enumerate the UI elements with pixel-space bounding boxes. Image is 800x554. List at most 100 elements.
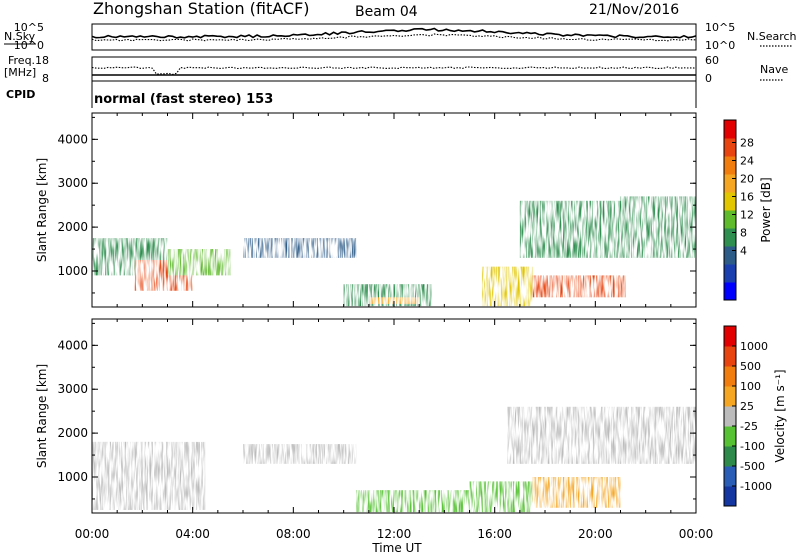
colorbar-tick-label: 24 xyxy=(740,155,754,168)
colorbar-segment xyxy=(724,486,736,507)
nsky-line xyxy=(91,27,697,39)
velocity-patch-5 xyxy=(532,477,621,508)
power-patch-5 xyxy=(368,297,420,304)
velocity-colorbar-label: Velocity [m s⁻¹] xyxy=(773,369,787,462)
time-axis-labels: 00:00 04:00 08:00 12:00 16:00 20:00 00:00 xyxy=(75,527,714,541)
velocity-y-axis: 4000 3000 2000 1000 xyxy=(57,322,696,500)
colorbar-segment xyxy=(724,138,736,157)
colorbar-segment xyxy=(724,210,736,229)
colorbar-segment xyxy=(724,156,736,175)
y-tick-label: 3000 xyxy=(57,382,88,396)
y-tick-label: 2000 xyxy=(57,220,88,234)
nsearch-label: N.Search xyxy=(747,30,797,43)
colorbar-tick-label: 100 xyxy=(740,380,761,393)
velocity-patch-3 xyxy=(356,490,470,513)
x-axis-label: Time UT xyxy=(371,541,422,554)
colorbar-tick-label: -25 xyxy=(740,420,758,433)
colorbar-segment xyxy=(724,326,736,347)
velocity-patch-1 xyxy=(92,441,168,473)
date-label: 21/Nov/2016 xyxy=(589,2,679,18)
colorbar-tick-label: 16 xyxy=(740,191,754,204)
colorbar-tick-label: -500 xyxy=(740,460,765,473)
nsearch-line xyxy=(91,33,696,42)
velocity-patches xyxy=(92,406,696,513)
colorbar-frame xyxy=(723,119,737,301)
colorbar-segment xyxy=(724,120,736,139)
colorbar-segment xyxy=(724,426,736,447)
colorbar-tick-label: 20 xyxy=(740,173,754,186)
power-patch-2 xyxy=(167,249,231,276)
noise-strip: N.Sky 10^5 10^0 10^5 10^0 N.Search xyxy=(4,21,797,52)
power-panel: 4000 3000 2000 1000 Slant Range [km] xyxy=(35,112,697,308)
colorbar-frame xyxy=(723,325,737,507)
nave-tick-high: 60 xyxy=(705,54,719,67)
colorbar-segment xyxy=(724,264,736,283)
freq-tick-high: 18 xyxy=(35,54,49,67)
power-patch-6 xyxy=(482,266,533,307)
colorbar-tick-label: 25 xyxy=(740,400,754,413)
colorbar-segment xyxy=(724,174,736,193)
power-patch-9 xyxy=(620,196,696,258)
colorbar-segment xyxy=(724,446,736,467)
freq-tick-low: 8 xyxy=(42,72,49,85)
velocity-patch-2 xyxy=(243,444,357,464)
colorbar-segment xyxy=(724,386,736,407)
velocity-x-axis xyxy=(91,319,697,513)
nsky-tick-low: 10^0 xyxy=(14,39,44,52)
colorbar-tick-label: 28 xyxy=(740,137,754,150)
colorbar-tick-label: 8 xyxy=(740,227,747,240)
power-colorbar-label: Power [dB] xyxy=(759,177,773,242)
power-patch-7 xyxy=(532,275,626,298)
colorbar-segment xyxy=(724,406,736,427)
freq-unit: [MHz] xyxy=(4,66,36,79)
freq-strip: Freq. [MHz] 18 8 60 0 Nave xyxy=(4,54,788,85)
cpid-text: normal (fast stereo) 153 xyxy=(94,92,273,107)
colorbar-segment xyxy=(724,366,736,387)
nave-label: Nave xyxy=(760,63,788,76)
cpid-label: CPID xyxy=(6,88,35,101)
x-tick-label: 16:00 xyxy=(477,527,512,541)
y-tick-label: 1000 xyxy=(57,470,88,484)
x-tick-label: 08:00 xyxy=(276,527,311,541)
y-tick-label: 1000 xyxy=(57,264,88,278)
freq-label: Freq. xyxy=(8,54,35,67)
x-tick-label: 04:00 xyxy=(175,527,210,541)
nsearch-tick-high: 10^5 xyxy=(705,21,735,34)
y-tick-label: 2000 xyxy=(57,426,88,440)
velocity-patch-7 xyxy=(532,415,583,456)
x-tick-label: 00:00 xyxy=(679,527,714,541)
colorbar-segment xyxy=(724,282,736,301)
y-tick-label: 4000 xyxy=(57,132,88,146)
colorbar-tick-label: 12 xyxy=(740,209,754,222)
nsearch-tick-low: 10^0 xyxy=(705,39,735,52)
power-patch-3 xyxy=(243,238,357,258)
colorbar-segment xyxy=(724,246,736,265)
colorbar-tick-label: -100 xyxy=(740,440,765,453)
colorbar-segment xyxy=(724,228,736,247)
y-tick-label: 4000 xyxy=(57,338,88,352)
power-patch-8 xyxy=(519,200,621,258)
power-x-axis xyxy=(91,113,697,307)
y-tick-label: 3000 xyxy=(57,176,88,190)
colorbar-segment xyxy=(724,192,736,211)
power-y-label: Slant Range [km] xyxy=(35,158,49,262)
velocity-colorbar: 1000 500 100 25 -25 -100 -500 -1000 xyxy=(723,325,772,507)
power-patches xyxy=(92,196,696,307)
power-colorbar: 28 24 20 16 12 8 4 xyxy=(723,119,754,301)
station-title: Zhongshan Station (fitACF) xyxy=(93,0,310,18)
x-tick-label: 12:00 xyxy=(377,527,412,541)
velocity-y-label: Slant Range [km] xyxy=(35,364,49,468)
power-y-axis: 4000 3000 2000 1000 xyxy=(57,116,696,294)
beam-label: Beam 04 xyxy=(355,4,418,20)
x-tick-label: 20:00 xyxy=(578,527,613,541)
colorbar-segment xyxy=(724,346,736,367)
velocity-patch-4 xyxy=(469,481,533,513)
nave-tick-low: 0 xyxy=(705,72,712,85)
nsky-label: N.Sky xyxy=(4,30,36,43)
colorbar-segment xyxy=(724,466,736,487)
nsky-tick-high: 10^5 xyxy=(14,21,44,34)
x-tick-label: 00:00 xyxy=(75,527,110,541)
colorbar-tick-label: -1000 xyxy=(740,480,772,493)
